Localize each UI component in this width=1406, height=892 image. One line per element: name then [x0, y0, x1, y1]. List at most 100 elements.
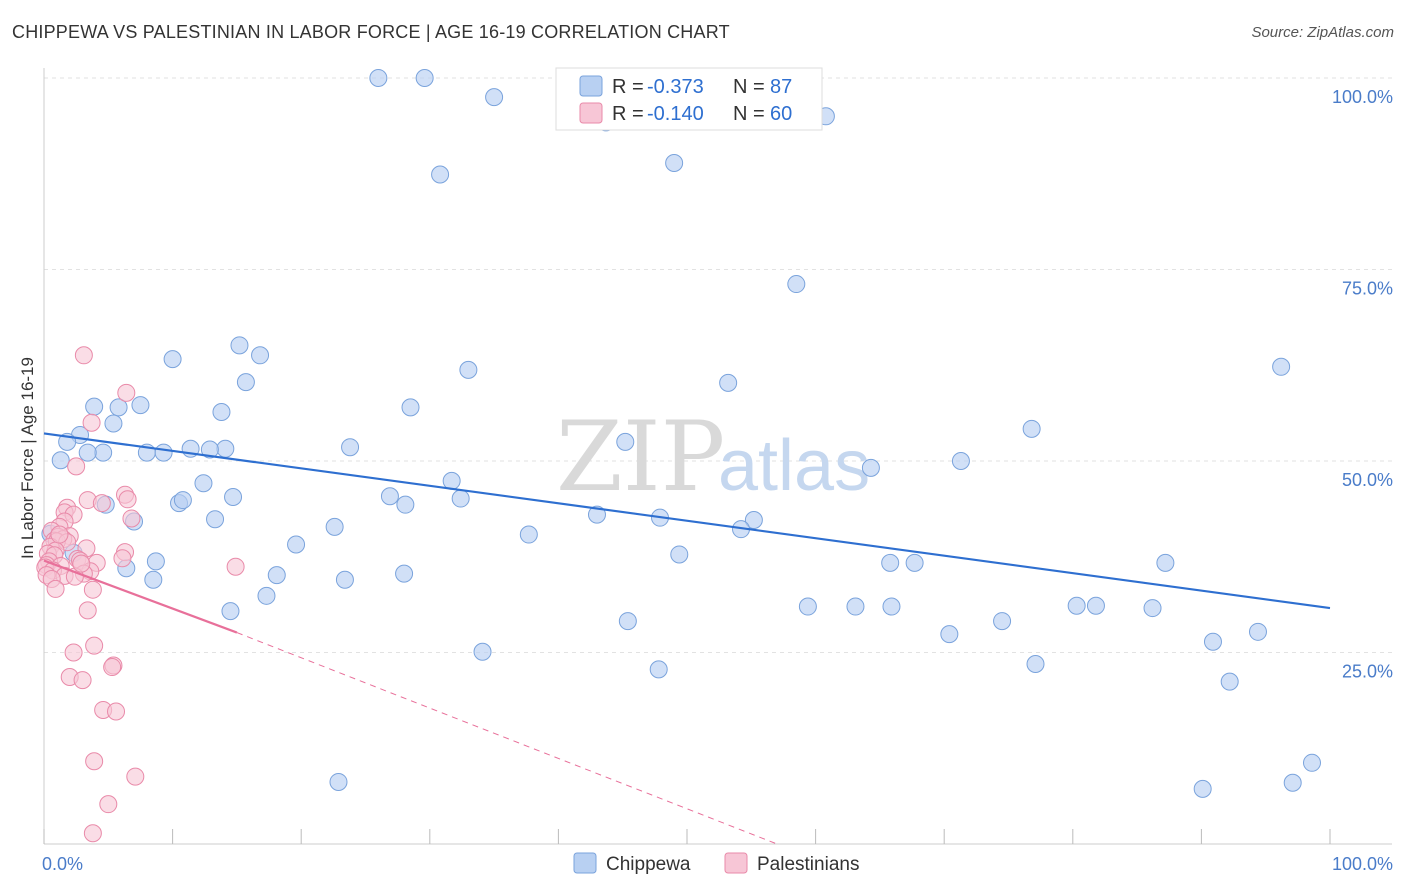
point-chippewa-55 — [881, 553, 900, 572]
point-palestinians-45 — [78, 601, 97, 620]
point-chippewa-18 — [104, 414, 123, 433]
point-chippewa-28 — [94, 443, 113, 462]
source-label: Source: ZipAtlas.com — [1251, 24, 1394, 41]
point-chippewa-14 — [131, 396, 150, 415]
point-chippewa-65 — [846, 597, 865, 616]
legend-r-value-chippewa: -0.373 — [647, 76, 704, 98]
point-chippewa-74 — [1203, 632, 1222, 651]
point-chippewa-6 — [1272, 357, 1291, 376]
point-palestinians-59 — [72, 554, 91, 573]
x-tick-max: 100.0% — [1332, 854, 1393, 874]
point-chippewa-76 — [1026, 654, 1045, 673]
legend-n-label-palestinians: N = — [733, 103, 765, 125]
point-chippewa-50 — [587, 505, 606, 524]
point-chippewa-7 — [230, 336, 249, 355]
point-chippewa-57 — [1156, 553, 1175, 572]
point-chippewa-72 — [940, 625, 959, 644]
y-tick-label-2: 50.0% — [1342, 470, 1393, 490]
point-chippewa-61 — [144, 570, 163, 589]
point-chippewa-41 — [396, 495, 415, 514]
point-chippewa-0 — [369, 69, 388, 87]
point-chippewa-1 — [415, 69, 434, 87]
y-tick-label-3: 25.0% — [1342, 662, 1393, 682]
point-chippewa-30 — [341, 438, 360, 457]
point-palestinians-57 — [83, 824, 102, 843]
y-tick-label-0: 100.0% — [1332, 87, 1393, 107]
point-chippewa-52 — [670, 545, 689, 564]
chart-title: CHIPPEWA VS PALESTINIAN IN LABOR FORCE |… — [12, 22, 730, 42]
legend-r-value-palestinians: -0.140 — [647, 103, 704, 125]
point-palestinians-3 — [67, 457, 86, 476]
point-chippewa-51 — [287, 535, 306, 554]
point-chippewa-38 — [451, 489, 470, 508]
point-chippewa-31 — [51, 451, 70, 470]
stats-legend: R = -0.373 N = 87 R = -0.140 N = 60 — [555, 67, 823, 131]
bottom-legend-chippewa: Chippewa — [606, 854, 691, 875]
bottom-legend-palestinians: Palestinians — [757, 854, 859, 875]
point-chippewa-15 — [109, 398, 128, 417]
y-axis-label: In Labor Force | Age 16-19 — [18, 357, 37, 559]
point-chippewa-32 — [951, 452, 970, 470]
point-chippewa-4 — [431, 165, 450, 184]
watermark-atlas: atlas — [718, 426, 870, 506]
point-chippewa-40 — [173, 491, 192, 510]
point-chippewa-64 — [798, 597, 817, 616]
point-chippewa-43 — [206, 510, 225, 529]
point-chippewa-77 — [649, 660, 668, 679]
legend-n-value-palestinians: 60 — [770, 103, 792, 125]
point-chippewa-8 — [251, 346, 270, 365]
point-palestinians-44 — [46, 579, 65, 598]
point-chippewa-75 — [473, 642, 492, 661]
trend-lines — [43, 432, 1331, 845]
point-chippewa-58 — [395, 564, 414, 583]
point-chippewa-34 — [442, 471, 461, 490]
point-chippewa-60 — [335, 570, 354, 589]
bottom-swatch-chippewa — [573, 852, 597, 874]
trend-chippewa — [43, 432, 1331, 610]
legend-swatch-chippewa — [579, 75, 603, 97]
legend-n-value-chippewa: 87 — [770, 76, 792, 98]
point-chippewa-37 — [380, 487, 399, 506]
point-chippewa-10 — [236, 373, 255, 392]
x-tick-min: 0.0% — [42, 854, 83, 874]
point-chippewa-17 — [401, 398, 420, 417]
point-chippewa-21 — [1022, 419, 1041, 438]
point-palestinians-53 — [107, 702, 126, 721]
point-palestinians-29 — [113, 549, 132, 568]
point-chippewa-83 — [485, 88, 504, 107]
point-palestinians-54 — [85, 752, 104, 771]
point-chippewa-12 — [719, 373, 738, 392]
axes — [43, 68, 1392, 845]
watermark: ZIP atlas — [556, 401, 870, 513]
y-tick-labels: 100.0% 75.0% 50.0% 25.0% — [1332, 87, 1393, 682]
point-palestinians-49 — [103, 658, 122, 677]
point-chippewa-49 — [519, 525, 538, 544]
point-chippewa-23 — [216, 439, 235, 458]
point-palestinians-5 — [118, 490, 137, 509]
point-chippewa-56 — [905, 553, 924, 572]
point-chippewa-45 — [325, 517, 344, 536]
point-chippewa-16 — [212, 402, 231, 421]
point-chippewa-73 — [1248, 622, 1267, 641]
point-chippewa-67 — [1067, 596, 1086, 615]
point-palestinians-55 — [126, 767, 145, 786]
point-palestinians-46 — [85, 636, 104, 655]
point-chippewa-82 — [1193, 779, 1212, 798]
legend-n-label-chippewa: N = — [733, 76, 765, 98]
legend-swatch-palestinians — [579, 102, 603, 124]
point-chippewa-63 — [221, 602, 240, 621]
point-chippewa-78 — [1220, 672, 1239, 691]
point-palestinians-2 — [82, 413, 101, 432]
point-chippewa-9 — [163, 350, 182, 369]
point-chippewa-5 — [787, 275, 806, 294]
point-chippewa-79 — [1302, 753, 1321, 772]
point-chippewa-35 — [194, 474, 213, 493]
point-palestinians-0 — [74, 346, 93, 365]
legend-r-label-palestinians: R = — [612, 103, 644, 125]
point-palestinians-56 — [99, 795, 118, 814]
point-palestinians-35 — [226, 557, 245, 576]
point-chippewa-80 — [1283, 773, 1302, 792]
point-chippewa-13 — [85, 397, 104, 416]
point-chippewa-66 — [882, 597, 901, 616]
